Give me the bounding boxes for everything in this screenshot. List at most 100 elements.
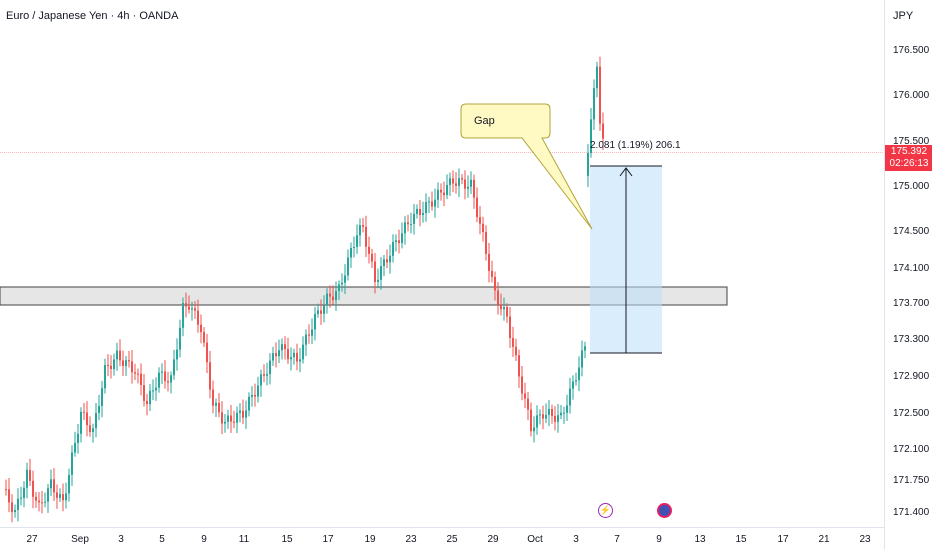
time-tick: 9	[201, 534, 207, 545]
candle-body	[368, 246, 370, 254]
candle-body	[467, 186, 469, 189]
candle-body	[410, 223, 412, 225]
candle-body	[161, 371, 163, 373]
candle-body	[101, 388, 103, 407]
candle-body	[221, 412, 223, 424]
candle-body	[581, 350, 583, 368]
lightning-icon[interactable]: ⚡	[598, 503, 613, 518]
candle-body	[302, 344, 304, 360]
candle-body	[230, 415, 232, 422]
candle-body	[575, 380, 577, 382]
candle-body	[353, 247, 355, 249]
candle-body	[8, 489, 10, 503]
time-tick: 29	[487, 534, 499, 545]
support-zone[interactable]	[0, 286, 728, 306]
candle-body	[182, 303, 184, 328]
candle-body	[110, 365, 112, 369]
candle-body	[131, 361, 133, 373]
candle-body	[419, 208, 421, 216]
candle-body	[59, 494, 61, 498]
candle-body	[23, 487, 25, 498]
price-axis[interactable]: JPY 176.500 176.000 175.500 175.000 174.500 1…	[884, 0, 932, 550]
time-tick: 13	[694, 534, 706, 545]
time-tick: 7	[614, 534, 620, 545]
candle-body	[518, 355, 520, 377]
candle-body	[569, 388, 571, 406]
candle-body	[422, 212, 424, 216]
time-tick: Oct	[527, 534, 543, 545]
candle-body	[365, 226, 367, 247]
time-tick: 25	[446, 534, 458, 545]
candle-body	[194, 308, 196, 311]
candle-body	[47, 488, 49, 502]
candles-group	[5, 56, 604, 523]
candle-body	[5, 489, 7, 491]
candle-body	[359, 225, 361, 236]
candle-body	[560, 412, 562, 416]
candle-body	[257, 385, 259, 397]
candle-body	[218, 402, 220, 413]
candle-body	[254, 394, 256, 397]
candle-body	[311, 329, 313, 336]
candle-body	[71, 452, 73, 475]
candle-body	[14, 509, 16, 513]
flag-icon[interactable]	[657, 503, 672, 518]
time-tick: 15	[281, 534, 293, 545]
candle-body	[434, 199, 436, 207]
candle-body	[470, 179, 472, 187]
candle-body	[239, 410, 241, 413]
price-chart[interactable]	[0, 0, 884, 527]
last-price-value: 175.392	[890, 146, 928, 157]
candle-body	[437, 189, 439, 200]
candle-body	[80, 411, 82, 434]
candle-body	[542, 414, 544, 419]
candle-body	[128, 360, 130, 362]
candle-body	[557, 415, 559, 422]
measure-arrow-head	[619, 167, 633, 177]
time-axis[interactable]: 27 Sep 3 5 9 11 15 17 19 23 25 29 Oct 3 7 9 13 15 17 21 23	[0, 527, 884, 551]
candle-body	[401, 233, 403, 244]
candle-body	[479, 217, 481, 224]
candle-body	[263, 374, 265, 376]
time-tick: 9	[656, 534, 662, 545]
candle-body	[206, 342, 208, 363]
price-tick: 173.300	[893, 334, 930, 345]
candle-body	[242, 410, 244, 418]
candle-body	[299, 359, 301, 362]
price-tick: 172.500	[893, 408, 930, 419]
candle-body	[158, 372, 160, 388]
candle-body	[596, 66, 598, 89]
candle-body	[539, 414, 541, 416]
candle-body	[74, 442, 76, 453]
candle-body	[125, 360, 127, 367]
candle-body	[200, 324, 202, 333]
candle-body	[227, 415, 229, 422]
candle-body	[116, 350, 118, 360]
candle-body	[137, 373, 139, 375]
gap-callout[interactable]	[460, 103, 593, 230]
candle-body	[329, 293, 331, 297]
candle-body	[503, 307, 505, 310]
candle-body	[68, 474, 70, 494]
candle-body	[521, 376, 523, 394]
time-tick: 23	[405, 534, 417, 545]
candle-body	[374, 261, 376, 282]
candle-body	[335, 290, 337, 301]
chart-area[interactable]: Euro / Japanese Yen · 4h · OANDA Gap 2.0…	[0, 0, 884, 527]
price-tick: 173.700	[893, 298, 930, 309]
candle-body	[494, 276, 496, 291]
candle-body	[290, 357, 292, 360]
price-tick: 174.500	[893, 226, 930, 237]
candle-body	[332, 296, 334, 301]
candle-body	[545, 414, 547, 419]
candle-body	[551, 409, 553, 416]
price-tick: 176.500	[893, 45, 930, 56]
candle-body	[500, 304, 502, 310]
candle-body	[107, 364, 109, 366]
candle-body	[32, 480, 34, 497]
candle-body	[62, 494, 64, 501]
candle-body	[26, 469, 28, 488]
candle-body	[260, 374, 262, 386]
candle-body	[155, 387, 157, 391]
candle-body	[77, 433, 79, 443]
